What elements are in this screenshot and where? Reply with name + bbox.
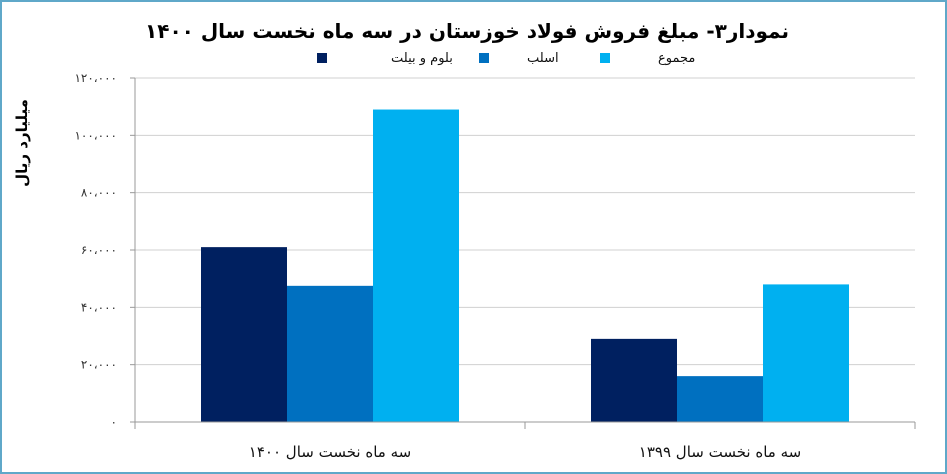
legend-label: بلوم و بیلت <box>391 51 453 66</box>
chart-title: نمودار۳- مبلغ فروش فولاد خوزستان در سه م… <box>145 19 789 43</box>
legend-label: اسلب <box>527 51 559 66</box>
x-axis: سه ماه نخست سال ۱۴۰۰ سه ماه نخست سال ۱۳۹۹ <box>134 78 916 461</box>
bar-3-category-1 <box>373 109 459 423</box>
y-tick-label: ۱۲۰،۰۰۰ <box>74 71 117 85</box>
y-tick-label: ۶۰،۰۰۰ <box>81 243 117 257</box>
bar-3-category-2 <box>763 284 849 422</box>
legend-swatch <box>317 53 327 63</box>
y-axis-ticks: ۰ ۲۰،۰۰۰ ۴۰،۰۰۰ ۶۰،۰۰۰ ۸۰،۰۰۰ ۱۰۰،۰۰۰ ۱۲۰،۰۰۰ <box>74 71 135 429</box>
y-tick-label: ۲۰،۰۰۰ <box>81 358 117 372</box>
legend-swatch <box>479 53 489 63</box>
bar-1-category-1 <box>201 247 287 422</box>
chart-legend: بلوم و بیلت اسلب مجموع <box>317 51 695 66</box>
y-tick-label: ۸۰،۰۰۰ <box>81 186 117 200</box>
y-tick-label: ۴۰،۰۰۰ <box>81 300 117 314</box>
legend-label: مجموع <box>658 51 695 66</box>
x-category-label: سه ماه نخست سال ۱۳۹۹ <box>639 443 801 461</box>
bar-2-category-2 <box>677 376 763 422</box>
bar-2-category-1 <box>287 285 373 422</box>
x-category-label: سه ماه نخست سال ۱۴۰۰ <box>249 443 411 461</box>
bar-1-category-2 <box>591 338 677 422</box>
chart-bars <box>201 109 849 423</box>
y-axis-label: میلیارد ریال <box>13 99 31 187</box>
legend-swatch <box>600 53 610 63</box>
y-tick-label: ۱۰۰،۰۰۰ <box>74 128 117 142</box>
y-tick-label: ۰ <box>111 415 117 429</box>
